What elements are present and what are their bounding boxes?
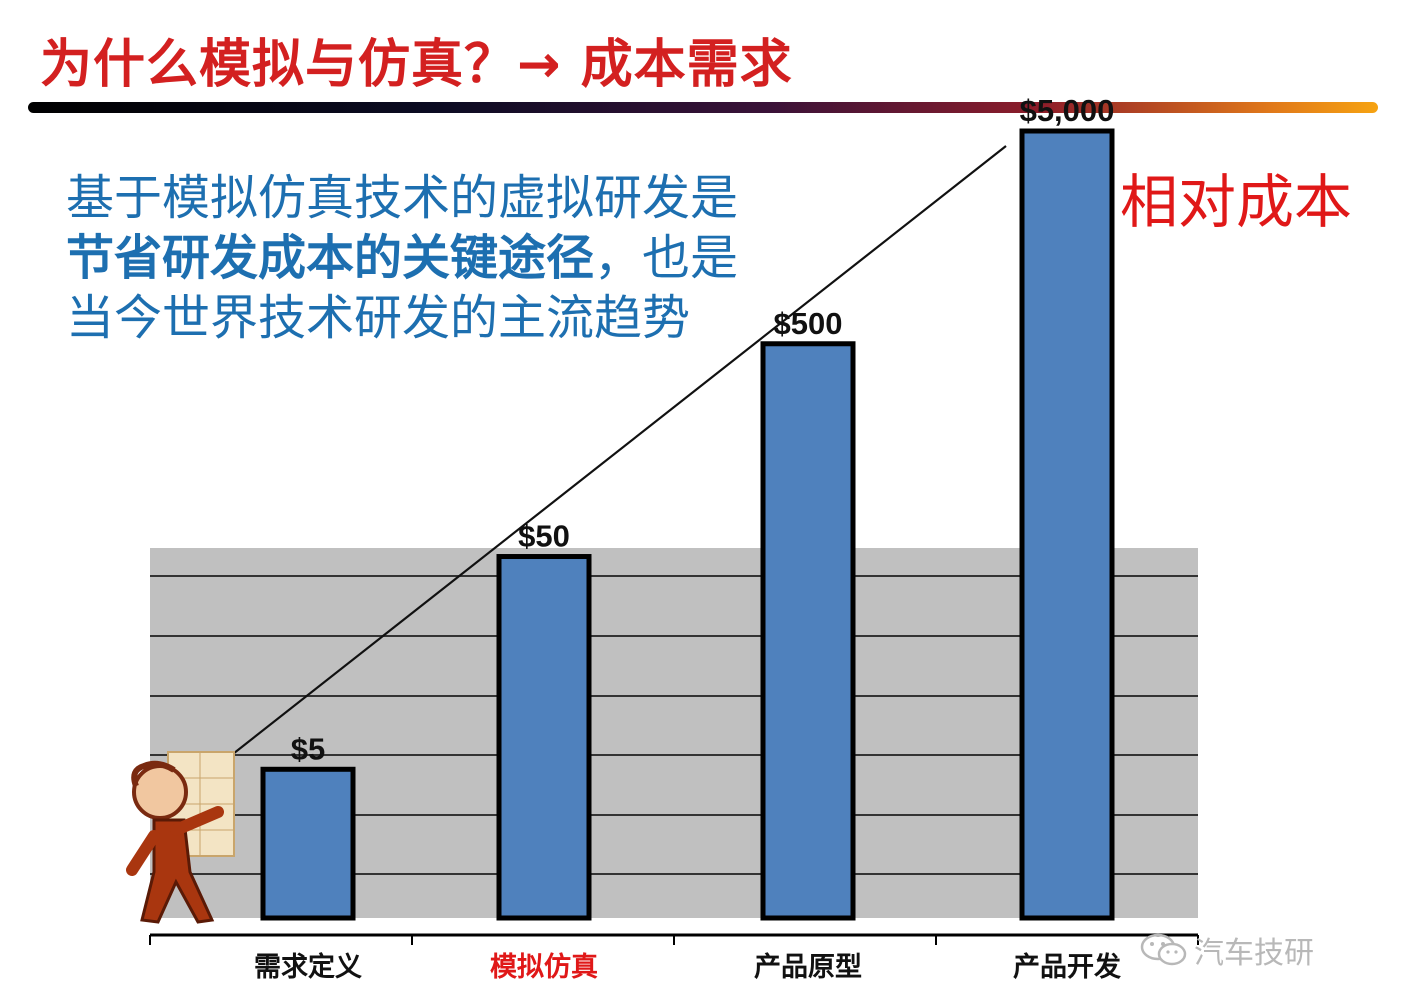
wechat-icon <box>1140 933 1187 966</box>
title-divider <box>28 102 1378 113</box>
body-line-2: 节省研发成本的关键途径，也是 <box>66 228 766 288</box>
bar-value-label: $500 <box>774 306 843 341</box>
bar-4 <box>1019 128 1115 921</box>
category-label: 产品开发 <box>1013 951 1121 983</box>
body-line-2-rest: ，也是 <box>594 230 739 286</box>
body-line-2-emphasis: 节省研发成本的关键途径 <box>66 230 595 286</box>
presenter-cartoon-icon <box>126 751 235 924</box>
bar-1 <box>260 766 356 921</box>
category-label: 需求定义 <box>254 951 362 983</box>
body-line-1: 基于模拟仿真技术的虚拟研发是 <box>66 170 739 226</box>
body-paragraph: 基于模拟仿真技术的虚拟研发是 节省研发成本的关键途径，也是 当今世界技术研发的主… <box>66 168 766 348</box>
category-label: 产品原型 <box>754 952 862 983</box>
relative-cost-label: 相对成本 <box>1120 168 1353 236</box>
watermark-text: 汽车技研 <box>1194 936 1314 971</box>
category-label: 模拟仿真 <box>490 952 598 983</box>
trend-line <box>209 145 1007 773</box>
slide-title: 为什么模拟与仿真？→ 成本需求 <box>40 35 793 95</box>
bar-value-label: $50 <box>518 519 570 554</box>
bar-3 <box>760 341 856 921</box>
watermark: 汽车技研 <box>1140 928 1314 972</box>
bar-value-label: $5 <box>291 731 325 766</box>
body-line-3: 当今世界技术研发的主流趋势 <box>66 290 691 346</box>
bar-2 <box>496 554 592 921</box>
bar-value-label: $5,000 <box>1020 93 1115 128</box>
